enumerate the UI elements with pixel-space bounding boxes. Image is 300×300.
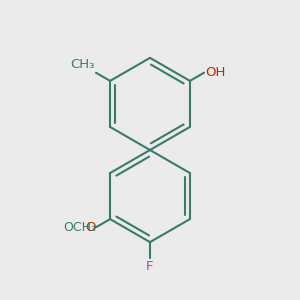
Text: F: F <box>146 260 154 273</box>
Text: CH₃: CH₃ <box>70 58 94 71</box>
Text: O: O <box>85 221 96 234</box>
Text: OH: OH <box>206 66 226 79</box>
Text: OCH₃: OCH₃ <box>63 221 96 234</box>
